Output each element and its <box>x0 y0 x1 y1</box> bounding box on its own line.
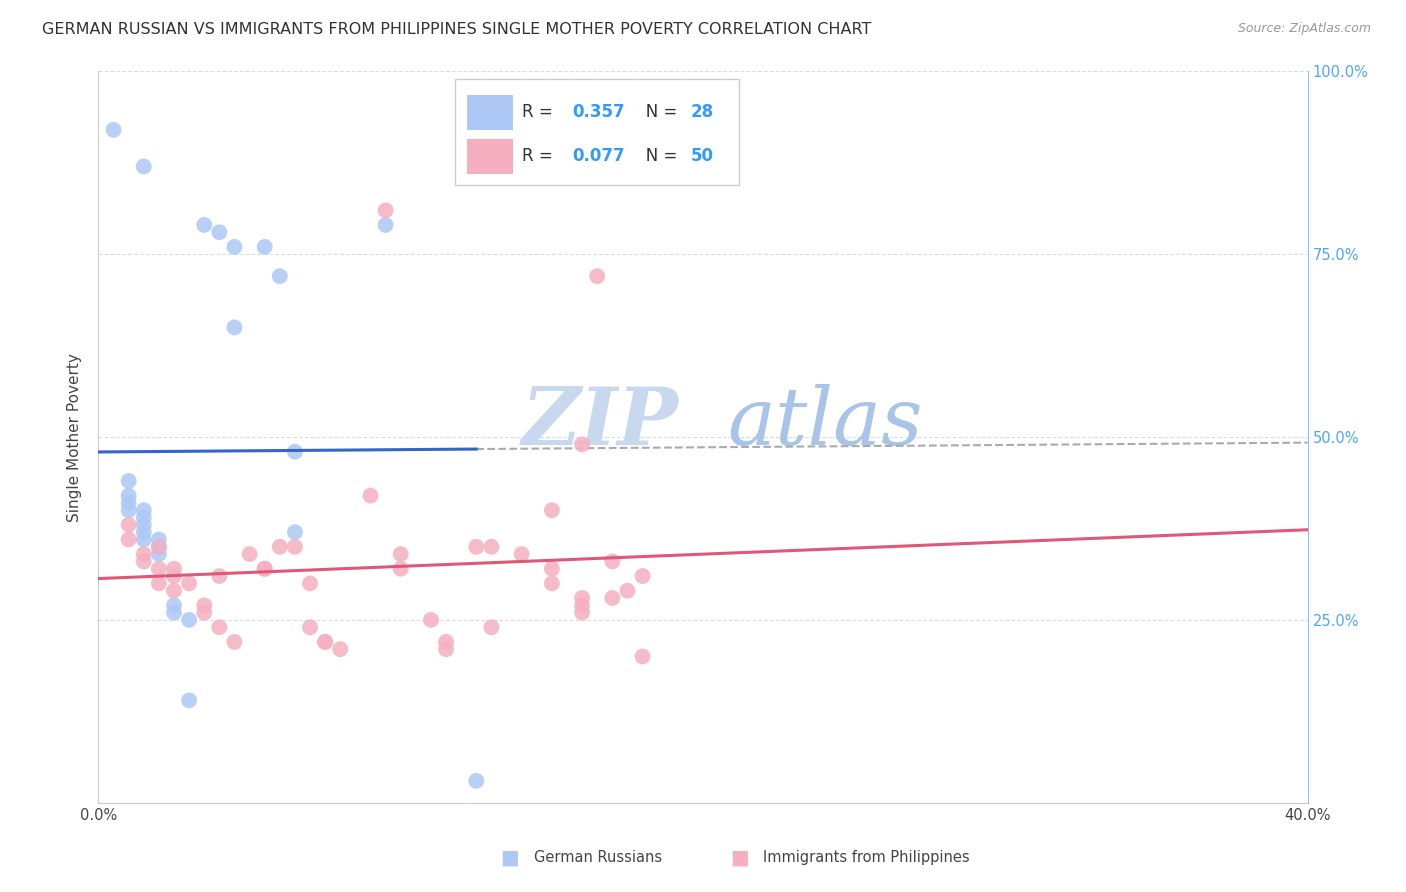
Point <box>179 613 201 627</box>
Point <box>481 620 503 634</box>
Point <box>540 562 562 576</box>
Text: atlas: atlas <box>727 384 922 461</box>
Point <box>586 269 609 284</box>
Point <box>132 160 155 174</box>
Point <box>389 562 412 576</box>
Point <box>132 503 155 517</box>
Point <box>148 533 170 547</box>
Point <box>510 547 533 561</box>
Point <box>314 635 336 649</box>
Text: ZIP: ZIP <box>522 384 679 461</box>
Point <box>163 583 186 598</box>
Point <box>148 547 170 561</box>
Point <box>208 620 231 634</box>
Text: Source: ZipAtlas.com: Source: ZipAtlas.com <box>1237 22 1371 36</box>
Point <box>360 489 382 503</box>
Point <box>253 562 276 576</box>
Point <box>193 606 215 620</box>
Point <box>299 576 322 591</box>
Point <box>602 591 624 605</box>
Point <box>314 635 336 649</box>
Point <box>118 533 141 547</box>
Text: German Russians: German Russians <box>534 850 662 865</box>
Text: 28: 28 <box>690 103 714 121</box>
Text: ▪: ▪ <box>728 843 749 872</box>
Point <box>284 540 307 554</box>
Point <box>163 599 186 613</box>
Point <box>208 569 231 583</box>
Point <box>148 562 170 576</box>
Point <box>284 444 307 458</box>
Point <box>179 693 201 707</box>
Text: R =: R = <box>522 147 558 165</box>
Point <box>163 569 186 583</box>
Point <box>118 503 141 517</box>
FancyBboxPatch shape <box>456 78 740 185</box>
Point <box>193 218 215 232</box>
Point <box>571 606 593 620</box>
Text: 50: 50 <box>690 147 714 165</box>
Point <box>118 517 141 532</box>
Point <box>329 642 352 657</box>
Text: 0.077: 0.077 <box>572 147 626 165</box>
Point <box>540 576 562 591</box>
Point <box>269 269 291 284</box>
Text: N =: N = <box>630 103 683 121</box>
Point <box>540 503 562 517</box>
Text: GERMAN RUSSIAN VS IMMIGRANTS FROM PHILIPPINES SINGLE MOTHER POVERTY CORRELATION : GERMAN RUSSIAN VS IMMIGRANTS FROM PHILIP… <box>42 22 872 37</box>
Point <box>434 635 457 649</box>
Point <box>465 540 488 554</box>
Point <box>132 533 155 547</box>
Point <box>434 642 457 657</box>
Point <box>193 599 215 613</box>
Y-axis label: Single Mother Poverty: Single Mother Poverty <box>67 352 83 522</box>
Point <box>420 613 443 627</box>
Text: Immigrants from Philippines: Immigrants from Philippines <box>763 850 970 865</box>
Point <box>465 773 488 788</box>
Point <box>118 496 141 510</box>
Point <box>118 489 141 503</box>
FancyBboxPatch shape <box>467 138 513 174</box>
Point <box>148 540 170 554</box>
Point <box>103 123 125 137</box>
Point <box>602 554 624 568</box>
Point <box>631 569 654 583</box>
Point <box>148 540 170 554</box>
Point <box>179 576 201 591</box>
Point <box>239 547 262 561</box>
Point <box>148 576 170 591</box>
Point <box>163 606 186 620</box>
Point <box>132 525 155 540</box>
Point <box>132 547 155 561</box>
Point <box>132 554 155 568</box>
Text: 0.357: 0.357 <box>572 103 626 121</box>
Point <box>253 562 276 576</box>
Text: N =: N = <box>630 147 683 165</box>
Point <box>571 437 593 451</box>
Point <box>481 540 503 554</box>
Text: ▪: ▪ <box>499 843 520 872</box>
Point <box>571 599 593 613</box>
Text: R =: R = <box>522 103 558 121</box>
Point <box>224 635 246 649</box>
Point <box>374 203 396 218</box>
Point <box>132 517 155 532</box>
Point <box>631 649 654 664</box>
Point <box>163 562 186 576</box>
Point <box>224 320 246 334</box>
Point <box>118 474 141 488</box>
Point <box>224 240 246 254</box>
Point <box>284 525 307 540</box>
Point <box>208 225 231 239</box>
Point <box>616 583 638 598</box>
Point <box>374 218 396 232</box>
Point <box>389 547 412 561</box>
Point <box>299 620 322 634</box>
Point <box>269 540 291 554</box>
Point <box>571 591 593 605</box>
FancyBboxPatch shape <box>467 95 513 130</box>
Point <box>253 240 276 254</box>
Point <box>132 510 155 524</box>
